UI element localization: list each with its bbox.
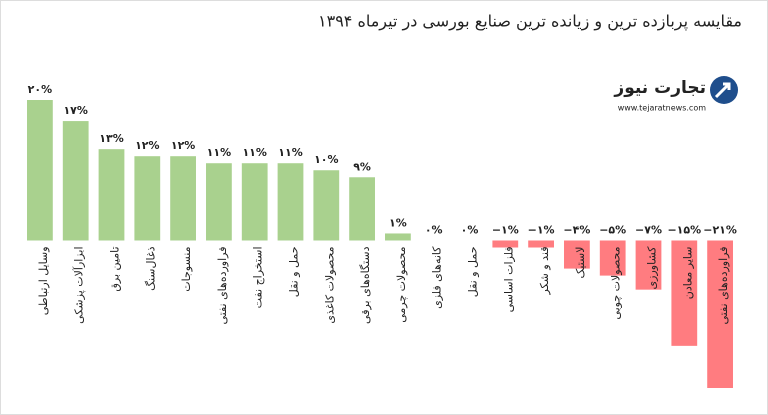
bar: [313, 170, 340, 241]
value-label: ۹%: [353, 160, 371, 173]
value-label: ۱۰%: [314, 153, 338, 166]
x-tick-label: وسایل ارتباطی: [37, 246, 50, 315]
bar: [349, 177, 375, 241]
bar: [241, 163, 268, 241]
x-tick-label: سایر معادن: [681, 246, 694, 299]
x-tick-label: ذغال‌سنگ: [144, 246, 157, 290]
logo-arrow: [714, 82, 731, 99]
x-tick-label: حمل و نقل: [288, 246, 301, 297]
x-tick-label: تامین برق: [109, 246, 122, 291]
x-tick-label: دستگاه‌های برقی: [359, 246, 372, 324]
bar: [671, 240, 698, 346]
bar: [599, 240, 626, 276]
value-label: ۰%: [425, 223, 443, 236]
value-label: ۱۷%: [63, 104, 87, 117]
bar: [170, 156, 196, 241]
chart-title: مقایسه پربازده ترین و زیانده ترین صنایع …: [318, 12, 742, 32]
value-label: ۱۲%: [135, 139, 159, 152]
bar: [385, 233, 411, 241]
value-label: −۱۵%: [667, 223, 701, 236]
x-tick-label: محصولات چرمی: [395, 246, 408, 322]
bar: [134, 156, 161, 241]
value-label: ۱۱%: [242, 146, 266, 159]
bar: [98, 149, 125, 241]
logo-name: تجارت نیوز: [613, 78, 706, 98]
x-tick-label: ابزارآلات پزشکی: [72, 246, 86, 323]
x-tick-label: قند و شکر: [538, 246, 551, 295]
bar: [277, 163, 304, 241]
x-tick-label: محصولات کاغذی: [323, 246, 336, 323]
bar: [707, 240, 733, 388]
x-tick-label: منسوجات: [180, 246, 193, 291]
value-label: −۷%: [635, 223, 662, 236]
value-label: −۱%: [492, 223, 519, 236]
bar: [528, 240, 554, 248]
value-label: ۱۳%: [99, 132, 123, 145]
value-label: ۱۱%: [278, 146, 302, 159]
value-label: −۲۱%: [703, 223, 737, 236]
value-label: ۱۱%: [207, 146, 231, 159]
x-tick-label: فراورده‌های نفتی: [216, 246, 229, 324]
bar: [492, 240, 519, 248]
value-label: −۵%: [599, 223, 626, 236]
value-label: −۱%: [528, 223, 555, 236]
bar: [206, 163, 232, 241]
value-label: ۲۰%: [28, 83, 52, 96]
logo: تجارت نیوز www.tejaratnews.com: [600, 68, 750, 118]
x-tick-label: لاستیک: [574, 246, 587, 278]
value-label: ۱%: [389, 216, 407, 229]
x-tick-label: فراورده‌های نفتی: [717, 246, 730, 324]
x-tick-label: استخراج نفت: [252, 246, 265, 308]
x-tick-label: کشاورزی: [646, 246, 659, 290]
bar: [564, 240, 590, 269]
bar: [635, 240, 662, 290]
x-tick-label: حمل و نقل: [467, 246, 480, 297]
value-label: ۰%: [461, 223, 479, 236]
bar: [27, 100, 53, 241]
bar: [62, 121, 89, 241]
x-tick-label: کانه‌های فلزی: [431, 246, 444, 309]
x-tick-label: فلزات اساسی: [502, 246, 515, 312]
value-label: −۴%: [563, 223, 590, 236]
x-tick-label: محصولات چوبی: [610, 246, 623, 319]
value-label: ۱۲%: [171, 139, 195, 152]
logo-url: www.tejaratnews.com: [618, 104, 706, 113]
